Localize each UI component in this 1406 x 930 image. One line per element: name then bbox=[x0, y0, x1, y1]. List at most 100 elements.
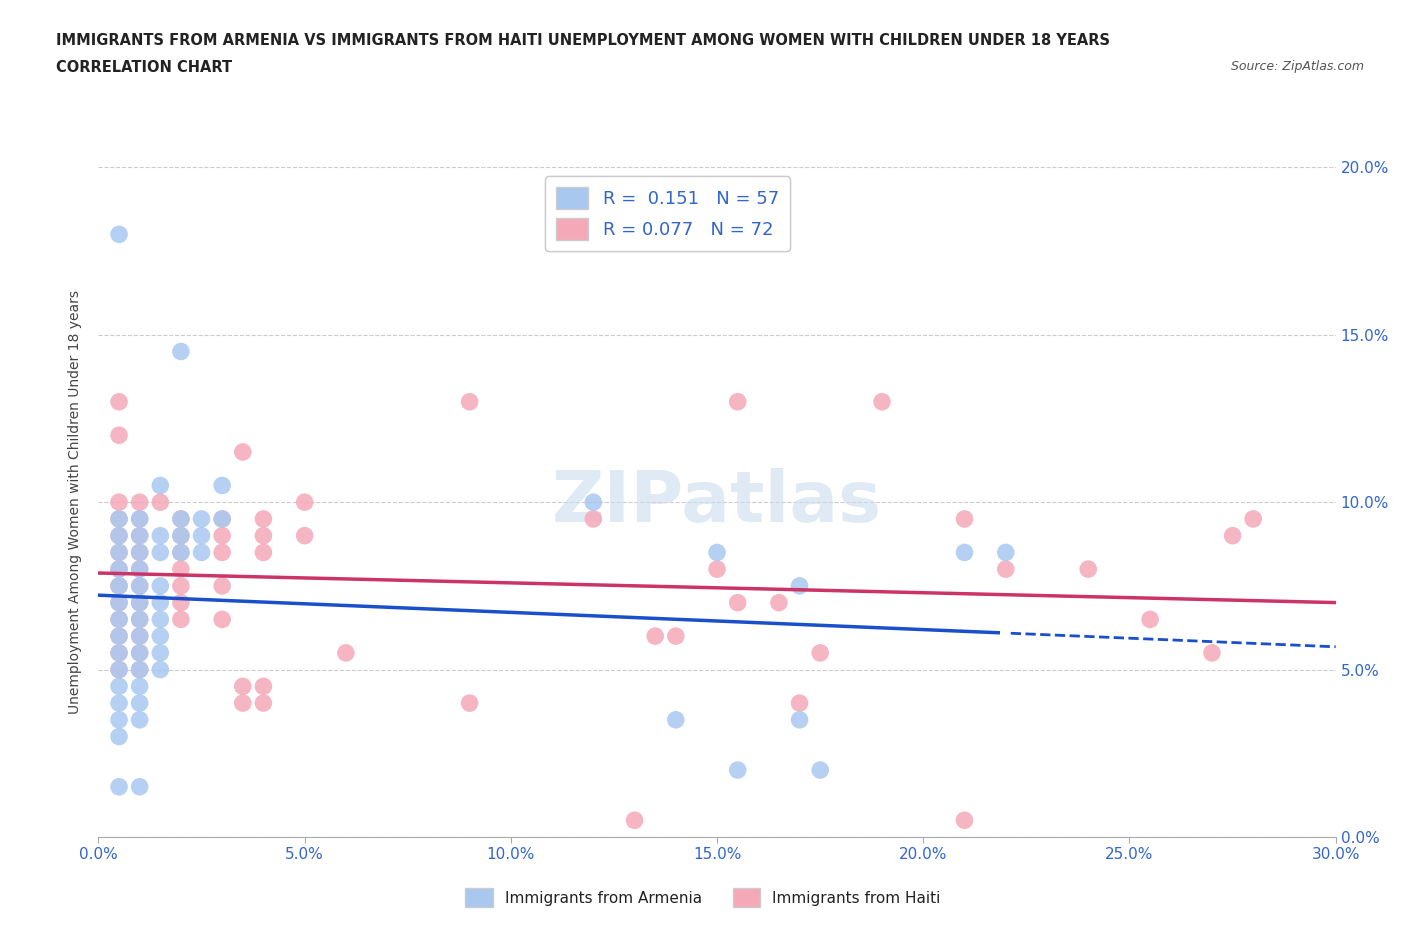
Point bbox=[211, 528, 233, 543]
Point bbox=[149, 478, 172, 493]
Legend: R =  0.151   N = 57, R = 0.077   N = 72: R = 0.151 N = 57, R = 0.077 N = 72 bbox=[546, 177, 790, 251]
Text: Source: ZipAtlas.com: Source: ZipAtlas.com bbox=[1230, 60, 1364, 73]
Point bbox=[582, 495, 605, 510]
Point bbox=[108, 595, 131, 610]
Point bbox=[170, 578, 193, 593]
Point bbox=[128, 528, 150, 543]
Point bbox=[706, 545, 728, 560]
Point bbox=[232, 696, 254, 711]
Y-axis label: Unemployment Among Women with Children Under 18 years: Unemployment Among Women with Children U… bbox=[69, 290, 83, 714]
Point bbox=[108, 428, 131, 443]
Point bbox=[128, 545, 150, 560]
Point bbox=[128, 528, 150, 543]
Point bbox=[706, 562, 728, 577]
Point bbox=[294, 528, 316, 543]
Point bbox=[170, 545, 193, 560]
Point bbox=[128, 562, 150, 577]
Point bbox=[128, 696, 150, 711]
Point bbox=[108, 729, 131, 744]
Point bbox=[149, 528, 172, 543]
Point bbox=[1139, 612, 1161, 627]
Point bbox=[128, 645, 150, 660]
Text: IMMIGRANTS FROM ARMENIA VS IMMIGRANTS FROM HAITI UNEMPLOYMENT AMONG WOMEN WITH C: IMMIGRANTS FROM ARMENIA VS IMMIGRANTS FR… bbox=[56, 33, 1111, 47]
Point bbox=[727, 763, 749, 777]
Point bbox=[644, 629, 666, 644]
Point bbox=[108, 629, 131, 644]
Point bbox=[170, 612, 193, 627]
Point bbox=[190, 512, 212, 526]
Point bbox=[108, 578, 131, 593]
Point bbox=[108, 645, 131, 660]
Point bbox=[170, 512, 193, 526]
Point bbox=[170, 595, 193, 610]
Point bbox=[108, 662, 131, 677]
Point bbox=[768, 595, 790, 610]
Point bbox=[665, 712, 688, 727]
Point bbox=[128, 679, 150, 694]
Point bbox=[108, 528, 131, 543]
Point bbox=[458, 696, 481, 711]
Point bbox=[252, 696, 274, 711]
Point bbox=[108, 629, 131, 644]
Point bbox=[953, 813, 976, 828]
Point bbox=[128, 595, 150, 610]
Point bbox=[108, 227, 131, 242]
Point bbox=[128, 495, 150, 510]
Point bbox=[808, 763, 831, 777]
Point bbox=[149, 595, 172, 610]
Point bbox=[789, 578, 811, 593]
Point bbox=[170, 512, 193, 526]
Point bbox=[108, 645, 131, 660]
Point bbox=[1241, 512, 1264, 526]
Point bbox=[170, 344, 193, 359]
Point bbox=[665, 629, 688, 644]
Point bbox=[108, 512, 131, 526]
Point bbox=[149, 612, 172, 627]
Point bbox=[128, 629, 150, 644]
Point bbox=[1077, 562, 1099, 577]
Text: ZIPatlas: ZIPatlas bbox=[553, 468, 882, 537]
Point bbox=[582, 512, 605, 526]
Point bbox=[789, 696, 811, 711]
Point bbox=[128, 612, 150, 627]
Point bbox=[108, 612, 131, 627]
Point bbox=[727, 595, 749, 610]
Point bbox=[170, 528, 193, 543]
Point bbox=[727, 394, 749, 409]
Point bbox=[108, 562, 131, 577]
Point bbox=[108, 595, 131, 610]
Point bbox=[335, 645, 357, 660]
Point bbox=[953, 512, 976, 526]
Point bbox=[190, 528, 212, 543]
Point bbox=[128, 645, 150, 660]
Point bbox=[252, 528, 274, 543]
Point bbox=[108, 679, 131, 694]
Point bbox=[108, 528, 131, 543]
Point bbox=[108, 545, 131, 560]
Point bbox=[252, 512, 274, 526]
Point bbox=[623, 813, 645, 828]
Point bbox=[211, 578, 233, 593]
Point bbox=[994, 562, 1017, 577]
Point bbox=[108, 394, 131, 409]
Point bbox=[211, 512, 233, 526]
Point bbox=[953, 545, 976, 560]
Point bbox=[108, 712, 131, 727]
Point bbox=[128, 545, 150, 560]
Point bbox=[128, 578, 150, 593]
Point bbox=[808, 645, 831, 660]
Point bbox=[128, 512, 150, 526]
Point bbox=[128, 512, 150, 526]
Point bbox=[149, 495, 172, 510]
Point bbox=[108, 779, 131, 794]
Point bbox=[994, 545, 1017, 560]
Point bbox=[128, 712, 150, 727]
Point bbox=[108, 696, 131, 711]
Point bbox=[108, 512, 131, 526]
Point bbox=[149, 662, 172, 677]
Point bbox=[789, 712, 811, 727]
Point bbox=[128, 662, 150, 677]
Point bbox=[170, 528, 193, 543]
Point bbox=[1222, 528, 1244, 543]
Point bbox=[211, 545, 233, 560]
